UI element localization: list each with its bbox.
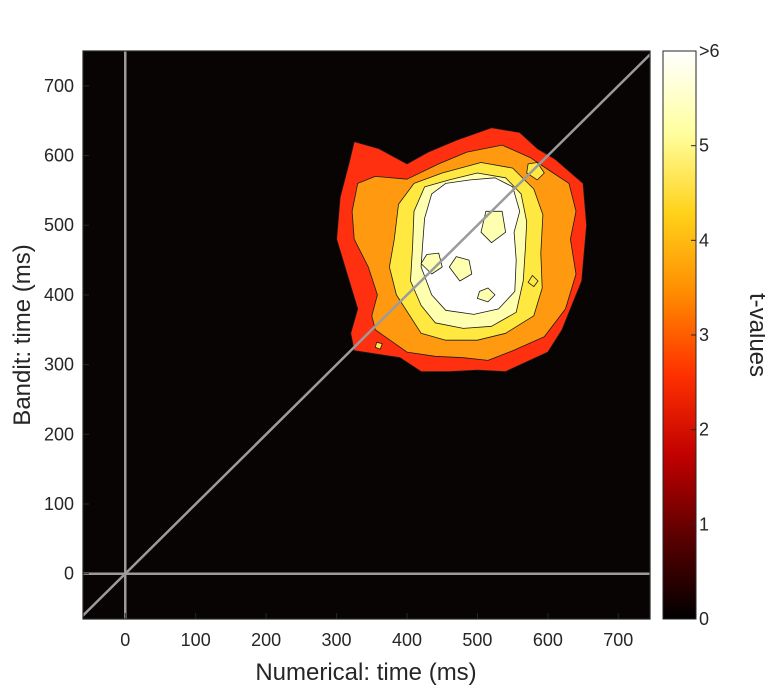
- y-axis-title: Bandit: time (ms): [9, 244, 36, 425]
- contour-island-1: [448, 256, 473, 282]
- colorbar: [662, 50, 697, 620]
- colorbar-tick-label: 2: [699, 420, 709, 440]
- y-tick-label: 600: [44, 146, 74, 166]
- colorbar-tick-label: 3: [699, 325, 709, 345]
- y-tick-label: 500: [44, 215, 74, 235]
- x-axis-ticks: 0 100 200 300 400 500 600 700: [120, 613, 633, 650]
- y-axis-ticks: 0 100 200 300 400 500 600 700: [44, 76, 89, 584]
- x-tick-label: 400: [392, 630, 422, 650]
- x-tick-label: 0: [120, 630, 130, 650]
- x-tick-label: 100: [181, 630, 211, 650]
- y-tick-label: 300: [44, 355, 74, 375]
- colorbar-tick-label: >6: [699, 41, 720, 61]
- colorbar-title: t-values: [744, 293, 765, 377]
- colorbar-tick-label: 1: [699, 514, 709, 534]
- contour-patch-0: [526, 162, 545, 181]
- colorbar-tick-label: 5: [699, 136, 709, 156]
- x-axis-title: Numerical: time (ms): [255, 659, 476, 686]
- y-tick-label: 400: [44, 285, 74, 305]
- colorbar-tick-label: 4: [699, 230, 709, 250]
- reference-lines: [83, 51, 650, 619]
- contour-patch-1: [374, 341, 383, 350]
- x-tick-label: 500: [462, 630, 492, 650]
- colorbar-tick-label: 0: [699, 609, 709, 629]
- x-tick-label: 200: [251, 630, 281, 650]
- contour-patch-2: [527, 274, 539, 288]
- contour-island-3: [480, 210, 507, 244]
- y-tick-label: 200: [44, 424, 74, 444]
- y-tick-label: 700: [44, 76, 74, 96]
- y-tick-label: 0: [64, 564, 74, 584]
- x-tick-label: 700: [603, 630, 633, 650]
- x-tick-label: 300: [322, 630, 352, 650]
- diagonal-line: [83, 52, 650, 618]
- y-tick-label: 100: [44, 494, 74, 514]
- contour-island-2: [476, 287, 496, 303]
- plot-frame: [82, 50, 651, 620]
- colorbar-ticks: 0 1 2 3 4 5 >6: [691, 41, 720, 629]
- x-tick-label: 600: [533, 630, 563, 650]
- contour-regions: [336, 127, 587, 373]
